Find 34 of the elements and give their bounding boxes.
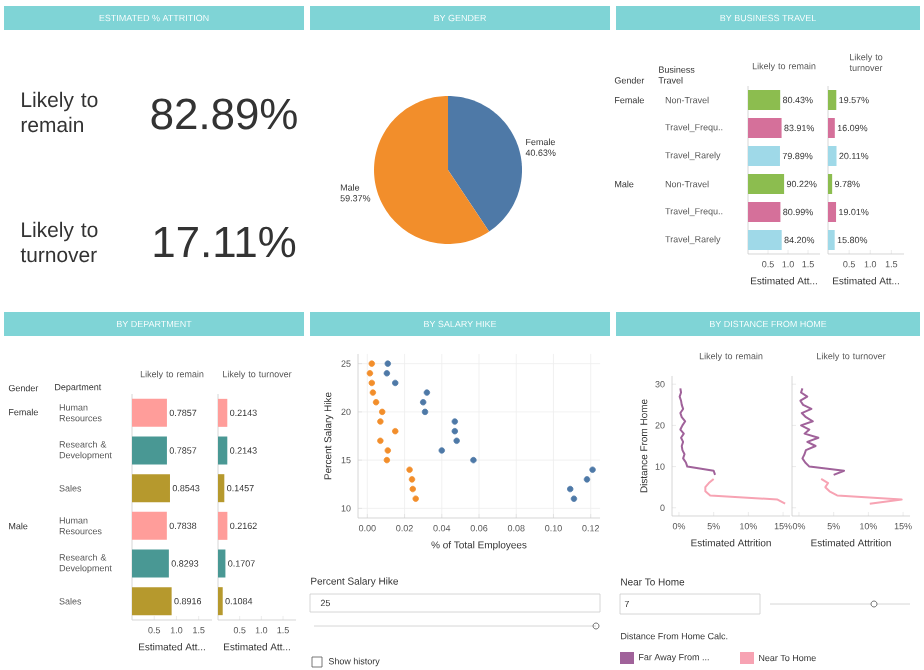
text: 82.89%	[151, 98, 297, 130]
point	[408, 476, 416, 483]
text: Likely to remain	[21, 91, 98, 133]
point	[372, 399, 380, 406]
point	[384, 447, 391, 454]
point	[589, 466, 596, 473]
point	[423, 389, 431, 396]
point	[409, 485, 416, 493]
text: 17.11%	[154, 226, 296, 258]
point	[583, 476, 591, 483]
point	[392, 379, 399, 387]
point	[412, 495, 419, 502]
point	[451, 427, 458, 435]
point	[419, 399, 427, 406]
point	[406, 466, 413, 473]
point	[379, 408, 386, 416]
point	[368, 379, 375, 387]
point	[369, 389, 377, 396]
point	[383, 370, 391, 377]
point	[377, 437, 384, 445]
point	[384, 360, 391, 367]
point	[366, 370, 374, 377]
point	[368, 360, 375, 367]
point	[451, 418, 458, 425]
text: Likely to turnover	[20, 221, 98, 263]
point	[392, 427, 399, 435]
point	[567, 485, 574, 493]
point	[421, 408, 429, 416]
point	[570, 495, 578, 502]
point	[470, 456, 477, 464]
point	[453, 437, 460, 445]
point	[383, 456, 391, 464]
point	[438, 447, 445, 454]
point	[377, 418, 384, 425]
